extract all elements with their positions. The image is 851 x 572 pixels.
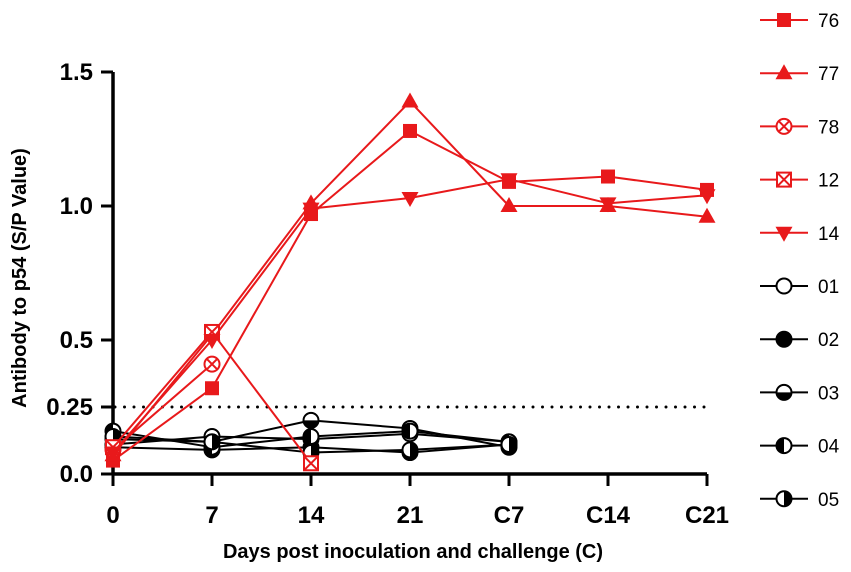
data-point-77 [698, 207, 716, 223]
x-tick-label: 21 [397, 502, 424, 529]
data-point-77 [500, 197, 518, 212]
x-tick-label: 7 [205, 502, 218, 529]
legend-item-05: 05 [760, 490, 839, 511]
data-point-76 [601, 169, 615, 184]
legend-marker-01 [775, 277, 793, 295]
data-point-04 [302, 427, 320, 445]
legend-marker-03 [775, 383, 793, 401]
legend-item-78: 78 [760, 117, 839, 138]
data-point-03 [302, 411, 320, 429]
legend-marker-12 [776, 171, 792, 188]
data-point-14 [104, 446, 122, 462]
y-tick-label: 1.0 [60, 193, 93, 220]
data-point-76 [205, 381, 219, 396]
legend-label: 12 [818, 171, 839, 192]
legend-marker-14 [775, 226, 793, 242]
legend-label: 76 [818, 11, 839, 32]
y-axis-label: Antibody to p54 (S/P Value) [9, 148, 31, 408]
data-point-14 [599, 197, 617, 213]
data-point-76 [403, 123, 417, 138]
legend-item-14: 14 [760, 224, 840, 245]
ticks-layer: 0.0 0.25 0.5 1.0 1.5 0 7 14 21 C7 C14 C21 [46, 59, 729, 529]
legend-label: 05 [818, 490, 839, 511]
data-point-05 [401, 441, 419, 459]
legend-marker-76 [777, 13, 791, 27]
data-point-77 [401, 92, 419, 108]
series-layer [104, 92, 716, 472]
series-line-78 [112, 363, 213, 451]
legend-item-02: 02 [760, 330, 839, 351]
data-point-12 [303, 455, 319, 472]
legend-marker-02 [775, 330, 793, 348]
series-line-14 [112, 178, 708, 454]
legend: 76 77 78 12 14 01 02 03 04 05 [760, 11, 840, 511]
legend-label: 14 [818, 224, 840, 245]
legend-marker-05 [775, 490, 793, 508]
legend-label: 02 [818, 330, 839, 351]
y-tick-label: 0.0 [60, 461, 93, 488]
legend-label: 77 [818, 64, 839, 85]
series-14 [104, 173, 716, 462]
data-point-05 [203, 433, 221, 451]
legend-label: 01 [818, 277, 839, 298]
x-tick-label: 14 [298, 502, 325, 529]
legend-label: 03 [818, 383, 839, 404]
y-tick-label: 0.25 [46, 394, 93, 421]
data-point-14 [203, 334, 221, 349]
series-line-77 [112, 100, 708, 456]
legend-marker-04 [775, 437, 793, 455]
x-tick-label: C21 [685, 502, 729, 529]
data-point-05 [500, 436, 518, 454]
legend-item-01: 01 [760, 277, 839, 298]
x-tick-label: C7 [494, 502, 525, 529]
y-tick-label: 1.5 [60, 59, 93, 86]
legend-marker-77 [775, 64, 793, 80]
data-point-14 [500, 173, 518, 189]
data-point-04 [401, 422, 419, 440]
legend-item-03: 03 [760, 383, 839, 404]
series-line-76 [112, 129, 708, 462]
legend-label: 78 [818, 117, 839, 138]
x-tick-label: C14 [586, 502, 631, 529]
data-point-14 [401, 191, 419, 207]
data-point-14 [698, 189, 716, 205]
data-point-14 [302, 202, 320, 218]
legend-item-12: 12 [760, 171, 839, 192]
legend-item-76: 76 [760, 11, 839, 32]
x-tick-label: 0 [106, 502, 119, 529]
legend-label: 04 [818, 437, 840, 458]
legend-marker-78 [775, 117, 793, 135]
series-76 [106, 123, 714, 468]
x-axis-label: Days post inoculation and challenge (C) [223, 541, 603, 563]
data-point-78 [203, 355, 221, 373]
legend-item-04: 04 [760, 437, 840, 458]
legend-item-77: 77 [760, 64, 839, 85]
y-tick-label: 0.5 [60, 327, 93, 354]
